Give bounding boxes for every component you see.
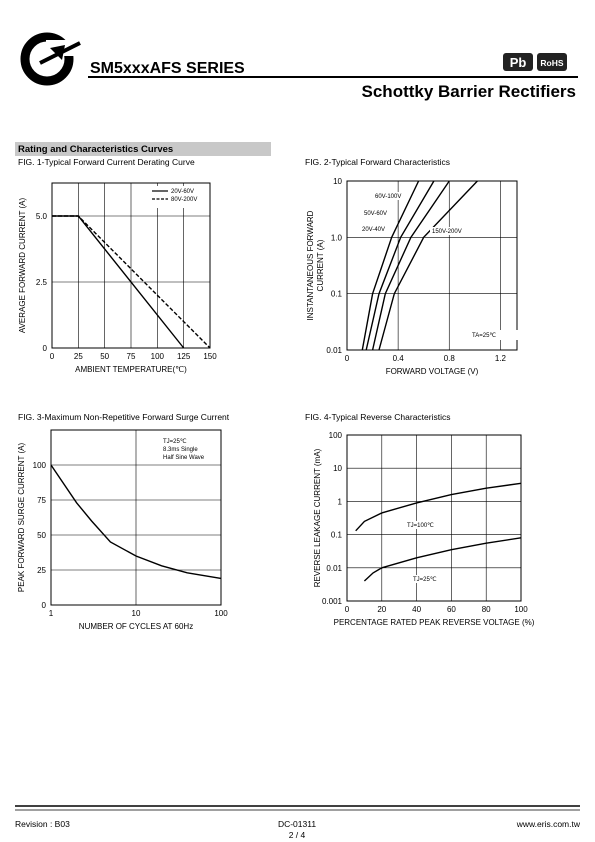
annotation-bg [470, 330, 524, 340]
x-tick-label: 1 [49, 609, 54, 618]
series-label: TJ=100℃ [407, 523, 434, 529]
pb-text: Pb [510, 55, 527, 70]
x-tick-label: 60 [447, 605, 456, 614]
y-axis-label: CURRENT (A) [316, 239, 325, 291]
y-tick-label: 100 [329, 431, 343, 440]
x-axis-label: FORWARD VOLTAGE (V) [386, 367, 479, 376]
series-label-bg [362, 209, 392, 217]
y-tick-label: 50 [37, 531, 46, 540]
x-tick-label: 0.4 [393, 354, 405, 363]
footer-doc: DC-01311 [278, 819, 316, 829]
y-tick-label: 1 [338, 497, 343, 506]
y-tick-label: 0.1 [331, 290, 343, 299]
annotation: 8.3ms Single [163, 447, 198, 453]
x-tick-label: 125 [177, 352, 191, 361]
y-tick-label: 75 [37, 496, 46, 505]
figure-title: FIG. 1-Typical Forward Current Derating … [18, 157, 195, 167]
x-tick-label: 0 [345, 354, 350, 363]
x-tick-label: 20 [377, 605, 386, 614]
doc-title: SM5xxxAFS SERIES [90, 60, 245, 77]
series-label: 150V-200V [432, 229, 462, 235]
series-label: 60V-100V [375, 194, 401, 200]
x-tick-label: 1.2 [495, 354, 507, 363]
x-tick-label: 10 [132, 609, 141, 618]
y-tick-label: 10 [333, 464, 342, 473]
series-label-bg [430, 227, 467, 235]
y-axis-label: PEAK FORWARD SURGE CURRENT (A) [17, 443, 26, 593]
y-tick-label: 100 [33, 461, 47, 470]
x-tick-label: 25 [74, 352, 83, 361]
x-axis-label: AMBIENT TEMPERATURE(℃) [75, 365, 187, 374]
series-label: 50V-60V [364, 211, 387, 217]
y-tick-label: 10 [333, 177, 342, 186]
x-axis-label: NUMBER OF CYCLES AT 60Hz [79, 622, 193, 631]
series-line [365, 180, 435, 351]
footer-url: www.eris.com.tw [516, 819, 581, 829]
annotation-bg [161, 436, 215, 462]
annotation: Half Sine Wave [163, 455, 205, 461]
annotation: TA=25℃ [472, 333, 496, 339]
annotation: TJ=25℃ [163, 439, 187, 445]
legend-label: 20V-60V [171, 189, 194, 195]
series-label-bg [405, 521, 435, 529]
x-tick-label: 80 [482, 605, 491, 614]
series-label: 20V-40V [362, 227, 385, 233]
series-line [355, 482, 522, 532]
series-line [363, 537, 522, 582]
y-tick-label: 1.0 [331, 233, 343, 242]
x-tick-label: 0.8 [444, 354, 456, 363]
figure-title: FIG. 4-Typical Reverse Characteristics [305, 412, 450, 422]
y-axis-label: AVERAGE FORWARD CURRENT (A) [18, 198, 27, 334]
x-tick-label: 0 [50, 352, 55, 361]
y-tick-label: 0.01 [326, 346, 342, 355]
figure-title: FIG. 2-Typical Forward Characteristics [305, 157, 450, 167]
rohs-text: RoHS [540, 58, 563, 68]
section-title: Rating and Characteristics Curves [18, 144, 173, 155]
y-tick-label: 5.0 [36, 212, 48, 221]
y-tick-label: 25 [37, 566, 46, 575]
series-line [378, 180, 478, 351]
series-line [371, 180, 450, 351]
footer-page: 2 / 4 [289, 830, 306, 840]
y-tick-label: 2.5 [36, 278, 48, 287]
y-tick-label: 0.001 [322, 597, 343, 606]
x-tick-label: 100 [151, 352, 165, 361]
legend-label: 80V-200V [171, 197, 197, 203]
series-label-bg [373, 192, 406, 200]
y-tick-label: 0.01 [326, 564, 342, 573]
series-line [52, 215, 211, 349]
pb-badge [503, 53, 533, 71]
series-line [361, 180, 420, 351]
x-tick-label: 0 [345, 605, 350, 614]
rohs-badge [537, 53, 567, 71]
footer-revision: Revision : B03 [15, 819, 70, 829]
section-bar [15, 142, 271, 156]
y-tick-label: 0 [42, 601, 47, 610]
x-tick-label: 50 [100, 352, 109, 361]
series-label-bg [360, 225, 390, 233]
y-axis-label: REVERSE LEAKAGE CURRENT (mA) [313, 448, 322, 587]
x-tick-label: 100 [214, 609, 228, 618]
y-tick-label: 0.1 [331, 531, 343, 540]
series-label: TJ=25℃ [413, 577, 437, 583]
series-label-bg [411, 575, 437, 583]
x-axis-label: PERCENTAGE RATED PEAK REVERSE VOLTAGE (%… [334, 618, 535, 627]
doc-subtitle: Schottky Barrier Rectifiers [362, 82, 576, 101]
logo [20, 32, 81, 86]
y-tick-label: 0 [43, 344, 48, 353]
series-line [50, 464, 222, 580]
x-tick-label: 100 [514, 605, 528, 614]
x-tick-label: 150 [203, 352, 217, 361]
y-axis-label: INSTANTANEOUS FORWARD [306, 210, 315, 320]
figure-title: FIG. 3-Maximum Non-Repetitive Forward Su… [18, 412, 230, 422]
x-tick-label: 40 [412, 605, 421, 614]
x-tick-label: 75 [127, 352, 136, 361]
